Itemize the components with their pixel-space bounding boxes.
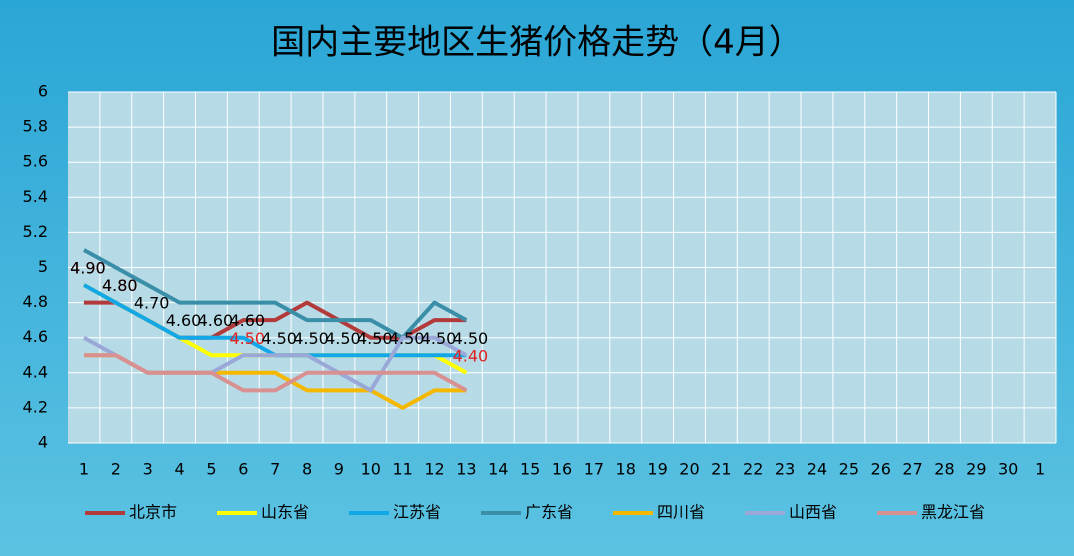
y-tick-label: 5 [38, 257, 48, 276]
x-tick-label: 27 [902, 460, 922, 479]
x-tick-label: 29 [966, 460, 986, 479]
data-label: 4.80 [102, 276, 138, 295]
x-tick-label: 24 [807, 460, 827, 479]
x-tick-label: 8 [302, 460, 312, 479]
x-tick-label: 1 [79, 460, 89, 479]
x-tick-label: 15 [520, 460, 540, 479]
x-tick-label: 5 [206, 460, 216, 479]
y-tick-label: 4.2 [23, 397, 48, 416]
x-tick-label: 30 [998, 460, 1018, 479]
data-label: 4.60 [198, 311, 234, 330]
data-label: 4.50 [261, 329, 297, 348]
x-tick-label: 11 [392, 460, 412, 479]
data-label: 4.90 [70, 259, 106, 278]
data-label: 4.60 [229, 311, 265, 330]
x-tick-label: 1 [1035, 460, 1045, 479]
data-label: 4.50 [293, 329, 329, 348]
legend-label: 江苏省 [393, 503, 441, 522]
legend-label: 山东省 [261, 503, 309, 522]
legend-label: 广东省 [525, 503, 573, 522]
data-label: 4.70 [134, 294, 170, 313]
x-tick-label: 19 [647, 460, 667, 479]
legend-label: 山西省 [789, 503, 837, 522]
data-label: 4.50 [229, 329, 265, 348]
series-line [83, 353, 468, 393]
legend-label: 北京市 [129, 503, 177, 522]
chart-title: 国内主要地区生猪价格走势（4月） [271, 23, 803, 63]
data-label: 4.60 [166, 311, 202, 330]
data-label: 4.50 [389, 329, 425, 348]
y-tick-label: 5.6 [23, 152, 48, 171]
x-tick-label: 23 [775, 460, 795, 479]
x-tick-label: 2 [111, 460, 121, 479]
x-tick-label: 21 [711, 460, 731, 479]
x-tick-label: 20 [679, 460, 699, 479]
x-tick-label: 22 [743, 460, 763, 479]
legend-label: 黑龙江省 [921, 503, 985, 522]
x-tick-label: 10 [361, 460, 381, 479]
data-label: 4.80 [102, 276, 138, 295]
y-tick-label: 4 [38, 433, 48, 452]
x-tick-label: 26 [871, 460, 891, 479]
data-label: 4.40 [453, 346, 489, 365]
y-tick-label: 5.4 [23, 187, 48, 206]
y-tick-label: 5.2 [23, 222, 48, 241]
data-label: 4.50 [325, 329, 361, 348]
x-tick-label: 12 [424, 460, 444, 479]
x-tick-label: 4 [174, 460, 184, 479]
x-tick-label: 17 [584, 460, 604, 479]
x-tick-label: 6 [238, 460, 248, 479]
x-tick-label: 9 [334, 460, 344, 479]
x-tick-label: 3 [143, 460, 153, 479]
y-tick-label: 5.8 [23, 117, 48, 136]
x-tick-label: 16 [552, 460, 572, 479]
x-tick-label: 13 [456, 460, 476, 479]
y-tick-label: 6 [38, 82, 48, 101]
legend-label: 四川省 [657, 503, 705, 522]
x-tick-label: 18 [616, 460, 636, 479]
x-tick-label: 14 [488, 460, 508, 479]
y-tick-label: 4.4 [23, 362, 48, 381]
y-tick-label: 4.6 [23, 327, 48, 346]
x-tick-label: 28 [934, 460, 954, 479]
y-tick-label: 4.8 [23, 292, 48, 311]
data-label: 4.50 [421, 329, 457, 348]
data-label: 4.90 [70, 259, 106, 278]
data-label: 4.50 [357, 329, 393, 348]
x-tick-label: 7 [270, 460, 280, 479]
x-tick-label: 25 [839, 460, 859, 479]
data-label: 4.50 [453, 329, 489, 348]
